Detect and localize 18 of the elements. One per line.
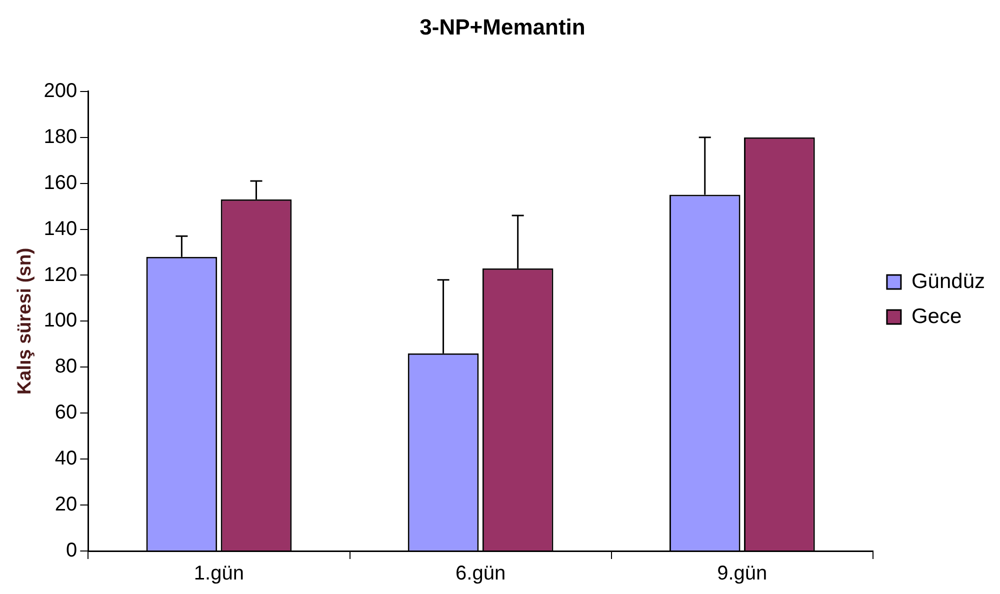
y-tick-label: 20 xyxy=(54,494,78,516)
y-tick-label: 140 xyxy=(44,218,78,240)
y-tick-label: 0 xyxy=(66,540,78,562)
x-tick-label: 1.gün xyxy=(194,562,244,585)
y-axis-title: Kalış süresi (sn) xyxy=(14,248,36,395)
y-tick-label: 60 xyxy=(54,402,78,424)
y-tick-label: 180 xyxy=(44,126,78,148)
y-tick-label: 200 xyxy=(44,80,78,102)
y-tick-label: 100 xyxy=(44,310,78,332)
y-tick-label: 160 xyxy=(44,172,78,194)
chart-title: 3-NP+Memantin xyxy=(420,14,586,40)
y-tick-label: 80 xyxy=(54,356,78,378)
y-tick-label: 120 xyxy=(44,264,78,286)
legend-label: Gece xyxy=(911,304,962,328)
x-tick-label: 6.gün xyxy=(456,562,506,585)
x-tick-label: 9.gün xyxy=(717,562,768,585)
y-tick-label: 40 xyxy=(54,448,78,470)
legend-label: Gündüz xyxy=(911,270,986,293)
